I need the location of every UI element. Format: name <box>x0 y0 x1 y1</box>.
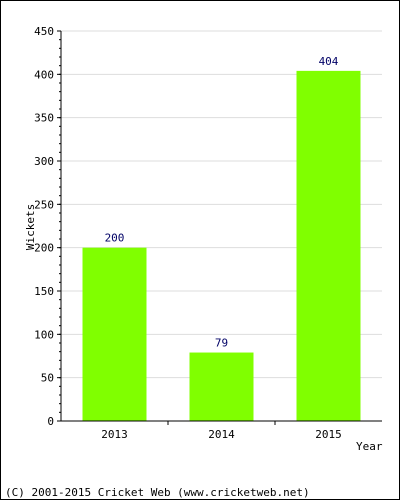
bars <box>82 70 361 421</box>
y-tick-labels: 0 50 100 150 200 250 300 350 400 450 <box>34 25 54 428</box>
copyright-text: (C) 2001-2015 Cricket Web (www.cricketwe… <box>5 486 310 499</box>
y-tick-label: 400 <box>34 68 54 81</box>
axes <box>57 30 382 425</box>
y-tick-label: 250 <box>34 198 54 211</box>
x-tick-label: 2014 <box>208 428 235 441</box>
x-axis-label: Year <box>356 440 383 453</box>
bar-value-label: 404 <box>319 55 339 68</box>
y-tick-label: 0 <box>47 415 54 428</box>
y-axis-label: Wickets <box>24 204 37 250</box>
bar <box>82 247 147 421</box>
data-labels: 200 79 404 <box>105 55 339 350</box>
bar-value-label: 200 <box>105 232 125 245</box>
x-tick-label: 2013 <box>101 428 128 441</box>
y-tick-label: 150 <box>34 285 54 298</box>
x-tick-labels: 2013 2014 2015 <box>101 428 342 441</box>
y-tick-label: 350 <box>34 112 54 125</box>
y-tick-label: 50 <box>41 372 54 385</box>
bar <box>189 352 254 421</box>
y-tick-label: 100 <box>34 328 54 341</box>
bar-value-label: 79 <box>215 337 228 350</box>
y-tick-label: 450 <box>34 25 54 38</box>
y-tick-label: 300 <box>34 155 54 168</box>
bar <box>296 70 361 421</box>
x-tick-label: 2015 <box>315 428 342 441</box>
y-tick-label: 200 <box>34 242 54 255</box>
